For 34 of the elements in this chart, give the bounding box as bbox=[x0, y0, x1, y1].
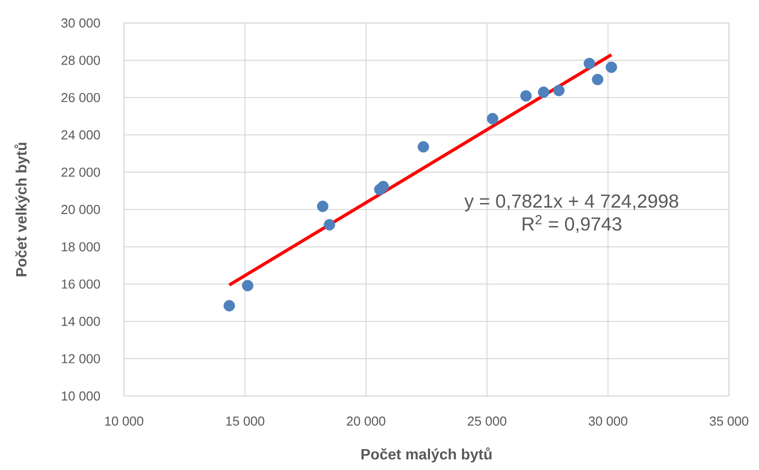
y-axis-title: Počet velkých bytů bbox=[14, 142, 30, 276]
annotation: R$^{2}$ = 0,9743 bbox=[522, 215, 622, 233]
x-axis-title: Počet malých bytů bbox=[361, 447, 492, 462]
x-tick-label: 35 000 bbox=[710, 416, 748, 426]
y-tick-label: 18 000 bbox=[62, 242, 100, 252]
x-tick-label: 15 000 bbox=[226, 416, 264, 426]
y-tick-label: 30 000 bbox=[61, 18, 100, 28]
point bbox=[553, 84, 565, 96]
y-tick-label: 12 000 bbox=[62, 354, 100, 364]
y-tick-label: 10 000 bbox=[62, 391, 100, 401]
x-tick-label: 20 000 bbox=[346, 416, 386, 426]
y-tick-label: 26 000 bbox=[62, 93, 100, 102]
point bbox=[324, 219, 336, 230]
point bbox=[486, 112, 498, 124]
point bbox=[316, 200, 328, 212]
point bbox=[538, 86, 550, 98]
point bbox=[592, 74, 604, 86]
y-tick-label: 28 000 bbox=[62, 56, 100, 65]
y-tick-label: 20 000 bbox=[62, 204, 100, 214]
point bbox=[418, 141, 430, 153]
point bbox=[584, 58, 596, 70]
x-tick-label: 10 000 bbox=[105, 416, 144, 426]
y-tick-label: 14 000 bbox=[62, 316, 100, 326]
annotation: y = 0,7821x + 4 724,2998 bbox=[464, 194, 678, 212]
x-tick-label: 25 000 bbox=[468, 416, 506, 426]
x-tick-label: 30 000 bbox=[588, 416, 628, 426]
y-tick-label: 16 000 bbox=[62, 280, 100, 289]
point bbox=[224, 300, 235, 312]
point bbox=[242, 280, 254, 292]
point bbox=[520, 90, 532, 102]
point bbox=[606, 61, 618, 73]
y-tick-label: 22 000 bbox=[62, 168, 100, 177]
point bbox=[377, 180, 389, 192]
y-tick-label: 24 000 bbox=[62, 130, 100, 140]
